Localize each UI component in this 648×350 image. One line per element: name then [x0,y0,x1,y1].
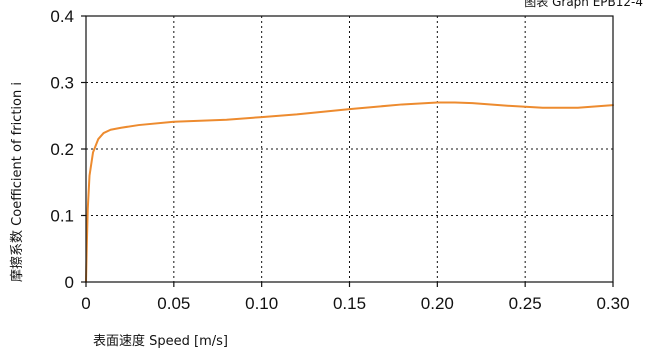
x-tick-label: 0.20 [421,294,454,313]
y-tick-label: 0.1 [50,207,74,226]
y-tick-label: 0.2 [50,140,74,159]
x-tick-label: 0.15 [333,294,366,313]
y-tick-label: 0 [65,273,74,292]
friction-curve [85,101,614,283]
x-tick-label: 0.30 [596,294,629,313]
figure-caption: 图表 Graph EPB12-4 [524,0,643,9]
y-tick-labels: 0 0.1 0.2 0.3 0.4 [50,7,74,292]
y-tick-label: 0.4 [50,7,74,26]
axis-ticks [81,15,614,287]
x-tick-label: 0.25 [509,294,542,313]
x-tick-label: 0.05 [157,294,190,313]
y-axis-title: 摩擦系数 Coefficient of friction i [9,82,25,282]
x-axis-title: 表面速度 Speed [m/s] [93,333,228,349]
x-tick-labels: 0 0.05 0.10 0.15 0.20 0.25 0.30 [81,294,629,313]
x-tick-label: 0.10 [245,294,278,313]
y-tick-label: 0.3 [50,74,74,93]
x-tick-label: 0 [81,294,90,313]
grid-lines [86,16,613,282]
